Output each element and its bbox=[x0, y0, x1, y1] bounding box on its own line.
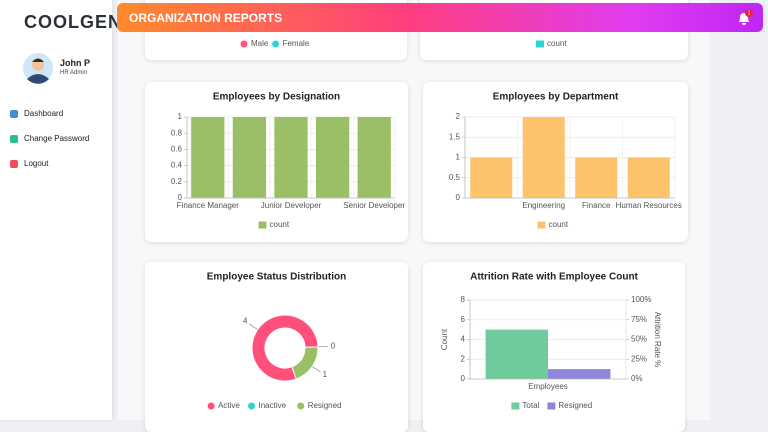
badge-count: 1 bbox=[748, 11, 751, 17]
y2-tick-label: 75% bbox=[631, 315, 647, 324]
chart-title: Employees by Designation bbox=[213, 92, 340, 103]
x-tick-label: Finance Manager bbox=[177, 201, 240, 210]
legend-label: count bbox=[549, 220, 569, 229]
bar bbox=[628, 158, 670, 199]
leader-line bbox=[249, 324, 257, 330]
x-tick-label: Engineering bbox=[522, 201, 565, 210]
header-title: ORGANIZATION REPORTS bbox=[129, 11, 282, 25]
nav-label[interactable]: Logout bbox=[24, 159, 48, 168]
y-tick-label: 0.4 bbox=[171, 161, 183, 170]
legend-swatch bbox=[259, 222, 267, 229]
legend-label: Inactive bbox=[259, 401, 287, 410]
y-tick-label: 0 bbox=[456, 193, 461, 202]
y-tick-label: 0.6 bbox=[171, 145, 183, 154]
x-tick-label: Employees bbox=[528, 382, 568, 391]
card: Attrition Rate with Employee Count 0 2 4 6 8 0… bbox=[423, 262, 685, 432]
legend-swatch bbox=[272, 41, 279, 48]
chart: Employees by Designation00.20.40.60.81Fi… bbox=[145, 82, 408, 242]
bar bbox=[316, 117, 349, 198]
user-name: John P bbox=[60, 58, 90, 68]
chart: Employee Status Distribution 4 0 1 Active Ina… bbox=[145, 262, 408, 432]
x-tick-label: Senior Developer bbox=[343, 201, 405, 210]
slice bbox=[292, 347, 318, 379]
y-tick-label: 0.5 bbox=[449, 173, 461, 182]
sidebar: COOLGEN John P HR Admin Dashboard Change… bbox=[0, 0, 112, 420]
legend-label: count bbox=[270, 220, 290, 229]
data-label: 0 bbox=[331, 341, 336, 350]
legend-swatch bbox=[248, 403, 255, 410]
leader-line bbox=[312, 366, 320, 372]
bar bbox=[486, 330, 548, 379]
bar bbox=[523, 117, 565, 198]
bar bbox=[233, 117, 266, 198]
card: Employees by Department 0 0.5 1 1.5 2 Engineer… bbox=[423, 82, 688, 242]
chart-title: Employee Status Distribution bbox=[207, 272, 346, 283]
header: ORGANIZATION REPORTS 1 bbox=[117, 3, 763, 32]
nav-label[interactable]: Change Password bbox=[24, 134, 89, 143]
legend-label: Total bbox=[522, 401, 539, 410]
y-tick-label: 2 bbox=[456, 112, 461, 121]
chart: Employees by Department 0 0.5 1 1.5 2 Engineer… bbox=[423, 82, 688, 242]
y-axis-label: Count bbox=[440, 328, 449, 350]
legend-swatch bbox=[536, 41, 544, 48]
nav-item[interactable]: Logout bbox=[10, 159, 48, 168]
bar bbox=[358, 117, 391, 198]
y-tick-label: 6 bbox=[461, 315, 466, 324]
y2-tick-label: 50% bbox=[631, 335, 647, 344]
legend-label: Male bbox=[251, 39, 269, 48]
card: Employee Status Distribution 4 0 1 Active Ina… bbox=[145, 262, 408, 432]
legend-label: count bbox=[547, 39, 567, 48]
y-tick-label: 0 bbox=[461, 374, 466, 383]
y2-tick-label: 100% bbox=[631, 295, 651, 304]
legend-label: Resigned bbox=[558, 401, 592, 410]
legend-swatch bbox=[511, 403, 519, 410]
page: COOLGEN John P HR Admin Dashboard Change… bbox=[0, 0, 768, 420]
y-tick-label: 1.5 bbox=[449, 132, 461, 141]
y2-tick-label: 25% bbox=[631, 354, 647, 363]
y-tick-label: 1 bbox=[178, 112, 183, 121]
nav-item[interactable]: Dashboard bbox=[10, 109, 63, 118]
legend-swatch bbox=[297, 403, 304, 410]
legend-swatch bbox=[208, 403, 215, 410]
y-tick-label: 1 bbox=[456, 153, 461, 162]
y2-axis-label: Attrition Rate % bbox=[653, 312, 662, 368]
chart-title: Attrition Rate with Employee Count bbox=[470, 272, 638, 283]
y-tick-label: 8 bbox=[461, 295, 466, 304]
legend-label: Resigned bbox=[308, 401, 342, 410]
avatar bbox=[22, 52, 54, 84]
legend-label: Female bbox=[283, 39, 310, 48]
x-tick-label: Human Resources bbox=[616, 201, 682, 210]
bell[interactable]: 1 bbox=[735, 8, 755, 28]
legend-swatch bbox=[547, 403, 555, 410]
logo: COOLGEN bbox=[24, 12, 122, 33]
data-label: 1 bbox=[323, 370, 328, 379]
y-tick-label: 2 bbox=[461, 354, 466, 363]
nav-label[interactable]: Dashboard bbox=[24, 109, 63, 118]
x-tick-label: Junior Developer bbox=[261, 201, 322, 210]
legend-label: Active bbox=[218, 401, 240, 410]
y-tick-label: 0.2 bbox=[171, 177, 183, 186]
bar bbox=[274, 117, 307, 198]
legend-swatch bbox=[538, 222, 546, 229]
bar bbox=[191, 117, 224, 198]
y2-tick-label: 0% bbox=[631, 374, 643, 383]
user-role: HR Admin bbox=[60, 70, 87, 76]
bar bbox=[575, 158, 617, 199]
chart: Attrition Rate with Employee Count 0 2 4 6 8 0… bbox=[423, 262, 685, 432]
y-tick-label: 4 bbox=[461, 335, 466, 344]
nav-item[interactable]: Change Password bbox=[10, 134, 89, 143]
data-label: 4 bbox=[243, 316, 248, 325]
x-tick-label: Finance bbox=[582, 201, 611, 210]
bar bbox=[470, 158, 512, 199]
bar bbox=[548, 369, 610, 379]
legend-swatch bbox=[241, 41, 248, 48]
y-tick-label: 0.8 bbox=[171, 128, 183, 137]
chart-title: Employees by Department bbox=[493, 92, 619, 103]
